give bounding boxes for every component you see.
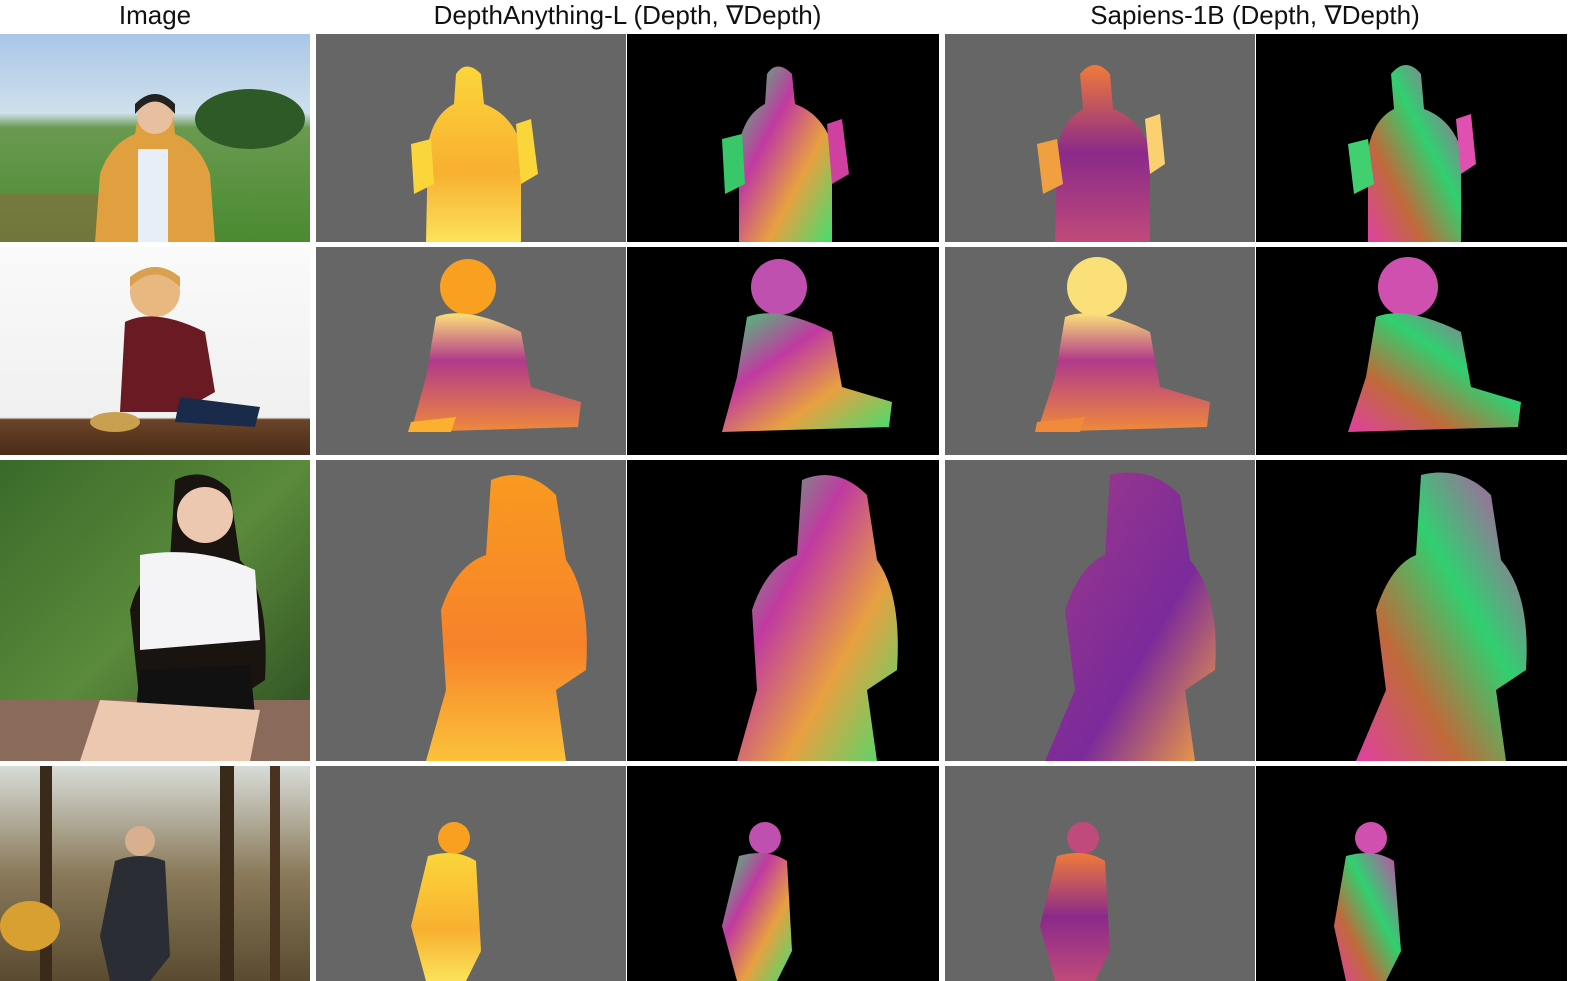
row4-input-image: [0, 766, 310, 981]
row3-sapiens-depth: [945, 460, 1255, 761]
row1-sapiens-gradient: [1256, 34, 1567, 242]
row4-depthanything-depth: [316, 766, 626, 981]
row1-depthanything-gradient: [627, 34, 939, 242]
column-header-image: Image: [118, 0, 192, 30]
row3-input-image: [0, 460, 310, 761]
row3-depthanything-gradient: [627, 460, 939, 761]
row4-sapiens-depth: [945, 766, 1255, 981]
row2-depthanything-gradient: [627, 247, 939, 455]
row2-input-image: [0, 247, 310, 455]
row4-depthanything-gradient: [627, 766, 939, 981]
row2-depthanything-depth: [316, 247, 626, 455]
row2-sapiens-depth: [945, 247, 1255, 455]
row1-input-image: [0, 34, 310, 242]
row1-depthanything-depth: [316, 34, 626, 242]
row4-sapiens-gradient: [1256, 766, 1567, 981]
column-header-depthanything: DepthAnything-L (Depth, ∇Depth): [433, 0, 822, 30]
row3-sapiens-gradient: [1256, 460, 1567, 761]
column-header-sapiens: Sapiens-1B (Depth, ∇Depth): [1090, 0, 1420, 30]
row3-depthanything-depth: [316, 460, 626, 761]
row2-sapiens-gradient: [1256, 247, 1567, 455]
row1-sapiens-depth: [945, 34, 1255, 242]
